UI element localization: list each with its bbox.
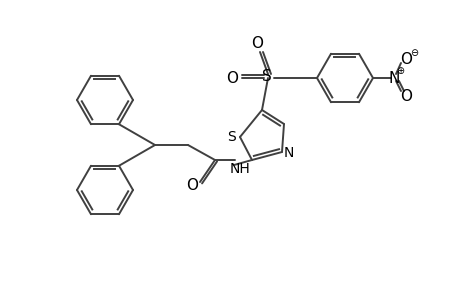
Text: ⊕: ⊕ — [395, 66, 403, 76]
Text: ⊖: ⊖ — [409, 48, 417, 58]
Text: S: S — [227, 130, 236, 144]
Text: N: N — [283, 146, 294, 160]
Text: NH: NH — [229, 162, 250, 176]
Text: O: O — [399, 88, 411, 104]
Text: S: S — [262, 68, 271, 83]
Text: N: N — [387, 70, 399, 86]
Text: O: O — [399, 52, 411, 67]
Text: O: O — [225, 70, 237, 86]
Text: O: O — [185, 178, 197, 194]
Text: O: O — [251, 35, 263, 50]
